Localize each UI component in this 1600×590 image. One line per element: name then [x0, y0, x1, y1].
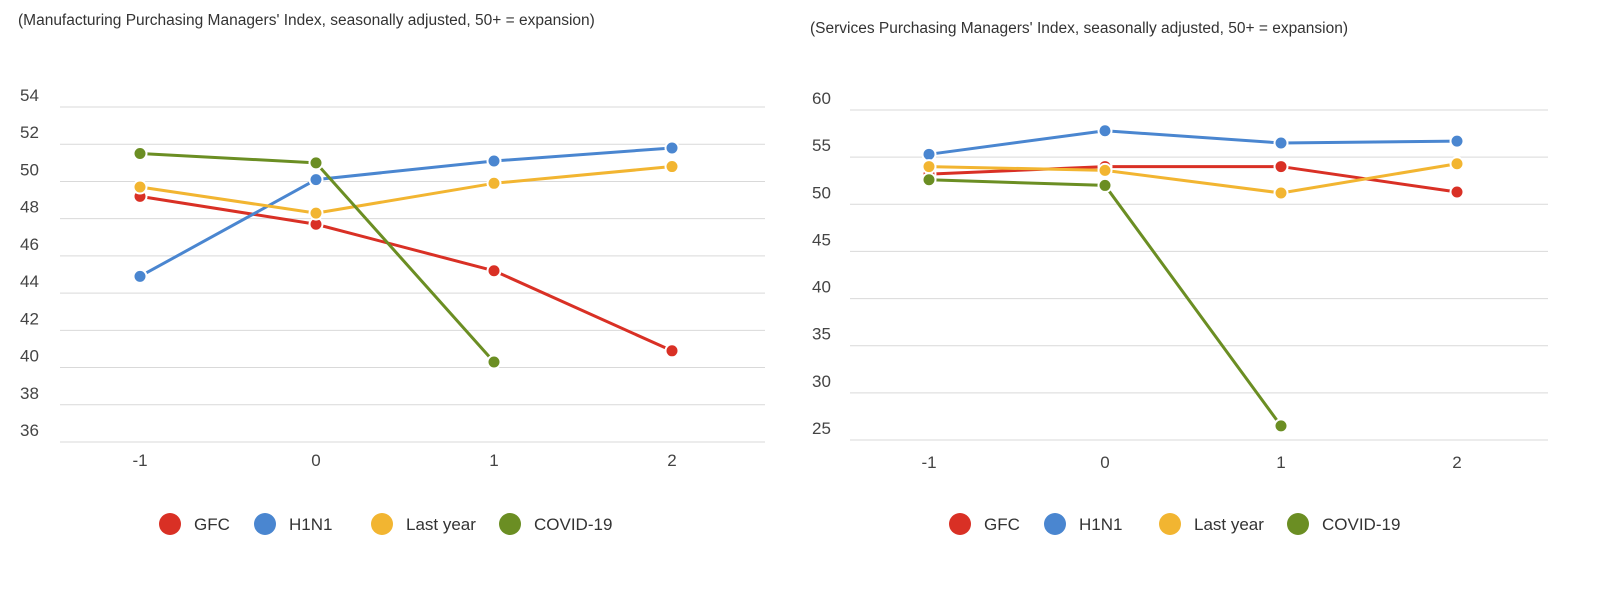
mfg-legend-label: COVID-19	[534, 515, 612, 534]
svc-y-tick-label: 35	[812, 325, 831, 344]
svc-y-tick-label: 60	[812, 89, 831, 108]
svc-chart-title: (Services Purchasing Managers' Index, se…	[810, 20, 1348, 37]
mfg-data-point	[308, 155, 324, 171]
mfg-data-point	[664, 343, 680, 359]
mfg-x-tick-label: 1	[489, 451, 498, 470]
svc-chart: (Services Purchasing Managers' Index, se…	[810, 20, 1548, 535]
mfg-legend-label: H1N1	[289, 515, 332, 534]
mfg-legend-label: GFC	[194, 515, 230, 534]
svc-data-point	[1449, 184, 1465, 200]
mfg-chart: (Manufacturing Purchasing Managers' Inde…	[18, 12, 765, 535]
svc-series-line-gfc	[927, 165, 1459, 194]
mfg-y-tick-label: 42	[20, 309, 39, 328]
svc-legend-label: COVID-19	[1322, 515, 1400, 534]
mfg-series-line-gfc	[138, 194, 674, 353]
svc-y-tick-label: 40	[812, 278, 831, 297]
mfg-y-tick-label: 38	[20, 384, 39, 403]
svc-legend-label: H1N1	[1079, 515, 1122, 534]
mfg-legend-marker	[371, 513, 393, 535]
svc-data-point	[1273, 135, 1289, 151]
mfg-data-point	[486, 263, 502, 279]
mfg-x-tick-label: -1	[132, 451, 147, 470]
mfg-series-line-h1n1	[138, 146, 674, 278]
mfg-y-tick-label: 50	[20, 160, 39, 179]
svc-data-point	[921, 159, 937, 175]
svc-data-point	[1449, 156, 1465, 172]
svc-x-tick-label: 2	[1452, 453, 1461, 472]
mfg-x-tick-label: 2	[667, 451, 676, 470]
mfg-data-point	[308, 205, 324, 221]
mfg-data-point	[132, 146, 148, 162]
svc-data-point	[1097, 177, 1113, 193]
svc-legend-marker	[949, 513, 971, 535]
svc-data-point	[1273, 418, 1289, 434]
mfg-legend-marker	[159, 513, 181, 535]
mfg-x-tick-label: 0	[311, 451, 320, 470]
mfg-data-point	[308, 172, 324, 188]
mfg-data-point	[132, 268, 148, 284]
mfg-legend-label: Last year	[406, 515, 476, 534]
svc-legend-marker	[1287, 513, 1309, 535]
svc-x-tick-label: 0	[1100, 453, 1109, 472]
mfg-data-point	[132, 179, 148, 195]
svc-data-point	[921, 146, 937, 162]
svc-data-point	[1273, 159, 1289, 175]
svc-series-line-covid-19	[927, 178, 1283, 428]
svc-legend-label: Last year	[1194, 515, 1264, 534]
svc-data-point	[1449, 133, 1465, 149]
svc-y-tick-label: 55	[812, 136, 831, 155]
mfg-data-point	[486, 153, 502, 169]
svc-y-tick-label: 25	[812, 419, 831, 438]
mfg-legend-marker	[254, 513, 276, 535]
mfg-y-tick-label: 54	[20, 86, 39, 105]
svc-legend-label: GFC	[984, 515, 1020, 534]
svc-series-line-last-year	[927, 162, 1459, 195]
mfg-y-tick-label: 36	[20, 421, 39, 440]
svc-legend-marker	[1159, 513, 1181, 535]
mfg-y-tick-label: 46	[20, 235, 39, 254]
mfg-chart-title: (Manufacturing Purchasing Managers' Inde…	[18, 12, 595, 29]
svc-x-tick-label: 1	[1276, 453, 1285, 472]
svc-data-point	[1097, 162, 1113, 178]
svc-data-point	[1273, 185, 1289, 201]
mfg-y-tick-label: 40	[20, 347, 39, 366]
mfg-y-tick-label: 48	[20, 198, 39, 217]
mfg-y-tick-label: 44	[20, 272, 39, 291]
mfg-data-point	[486, 354, 502, 370]
mfg-data-point	[664, 159, 680, 175]
svc-y-tick-label: 50	[812, 183, 831, 202]
svc-x-tick-label: -1	[921, 453, 936, 472]
svc-series-line-h1n1	[927, 129, 1459, 156]
mfg-data-point	[486, 175, 502, 191]
svc-legend-marker	[1044, 513, 1066, 535]
svc-y-tick-label: 30	[812, 372, 831, 391]
svc-data-point	[1097, 123, 1113, 139]
mfg-series-line-last-year	[138, 165, 674, 215]
mfg-y-tick-label: 52	[20, 123, 39, 142]
mfg-legend-marker	[499, 513, 521, 535]
svc-y-tick-label: 45	[812, 230, 831, 249]
svc-data-point	[921, 172, 937, 188]
mfg-data-point	[664, 140, 680, 156]
